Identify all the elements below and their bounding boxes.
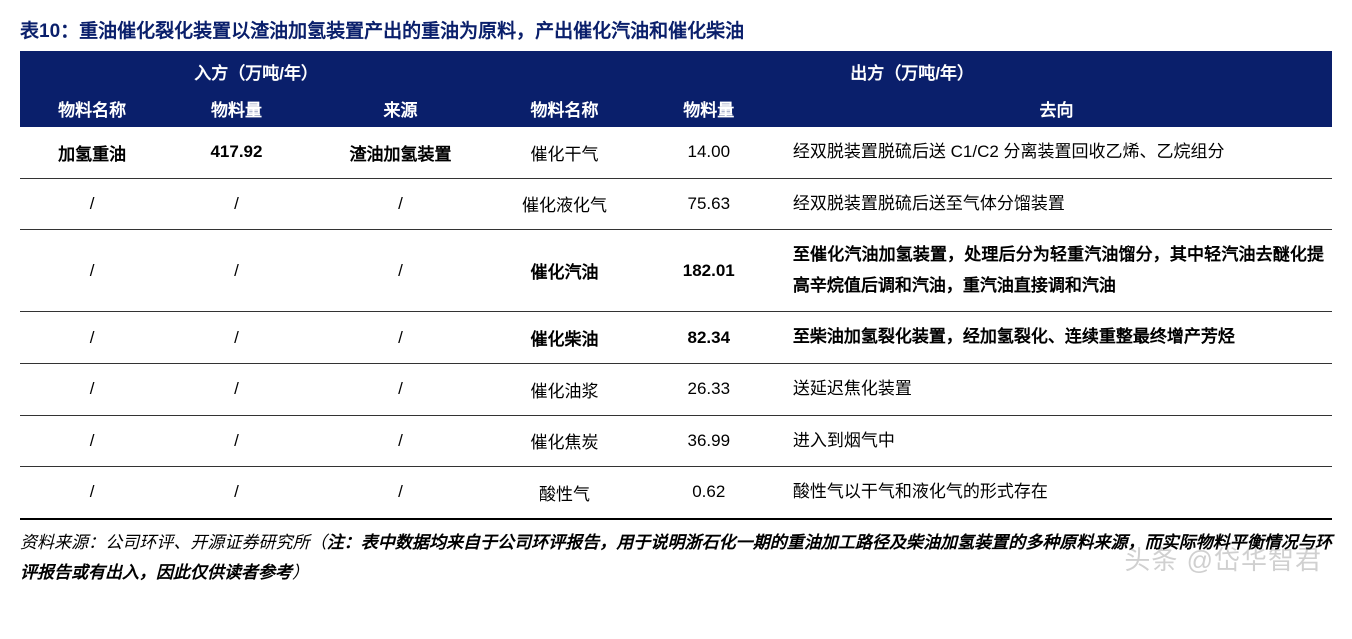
table-cell: /: [164, 415, 308, 467]
table-cell: /: [20, 467, 164, 519]
table-cell: 14.00: [637, 127, 781, 178]
table-cell: 至催化汽油加氢装置，处理后分为轻重汽油馏分，其中轻汽油去醚化提高辛烷值后调和汽油…: [781, 230, 1332, 312]
table-cell: 至柴油加氢裂化装置，经加氢裂化、连续重整最终增产芳烃: [781, 312, 1332, 364]
table-row: ///催化焦炭36.99进入到烟气中: [20, 415, 1332, 467]
col-in-name: 物料名称: [20, 90, 164, 127]
table-title: 表10：重油催化裂化装置以渣油加氢装置产出的重油为原料，产出催化汽油和催化柴油: [20, 10, 1332, 53]
table-cell: /: [20, 178, 164, 230]
table-row: ///催化汽油182.01至催化汽油加氢装置，处理后分为轻重汽油馏分，其中轻汽油…: [20, 230, 1332, 312]
table-row: ///催化液化气75.63经双脱装置脱硫后送至气体分馏装置: [20, 178, 1332, 230]
table-cell: 催化柴油: [492, 312, 636, 364]
table-cell: /: [309, 467, 493, 519]
table-cell: 酸性气: [492, 467, 636, 519]
table-body: 加氢重油417.92渣油加氢装置催化干气14.00经双脱装置脱硫后送 C1/C2…: [20, 127, 1332, 519]
footer-prefix: 资料来源：公司环评、开源证券研究所（: [20, 533, 327, 552]
footer-suffix: ）: [292, 563, 309, 582]
material-balance-table: 入方（万吨/年） 出方（万吨/年） 物料名称 物料量 来源 物料名称 物料量 去…: [20, 53, 1332, 520]
table-cell: /: [20, 363, 164, 415]
table-cell: /: [309, 230, 493, 312]
table-cell: 送延迟焦化装置: [781, 363, 1332, 415]
table-cell: 渣油加氢装置: [309, 127, 493, 178]
table-cell: /: [164, 467, 308, 519]
footer-note: 资料来源：公司环评、开源证券研究所（注：表中数据均来自于公司环评报告，用于说明浙…: [20, 520, 1332, 597]
table-row: ///酸性气0.62酸性气以干气和液化气的形式存在: [20, 467, 1332, 519]
table-cell: 26.33: [637, 363, 781, 415]
table-cell: 417.92: [164, 127, 308, 178]
table-cell: 催化油浆: [492, 363, 636, 415]
table-cell: /: [164, 230, 308, 312]
table-cell: /: [309, 415, 493, 467]
table-row: ///催化柴油82.34至柴油加氢裂化装置，经加氢裂化、连续重整最终增产芳烃: [20, 312, 1332, 364]
table-cell: /: [164, 363, 308, 415]
table-cell: 0.62: [637, 467, 781, 519]
table-cell: /: [309, 363, 493, 415]
table-cell: 经双脱装置脱硫后送至气体分馏装置: [781, 178, 1332, 230]
table-cell: 催化焦炭: [492, 415, 636, 467]
col-out-amount: 物料量: [637, 90, 781, 127]
table-cell: 82.34: [637, 312, 781, 364]
header-group-in: 入方（万吨/年）: [20, 53, 492, 90]
table-cell: 催化汽油: [492, 230, 636, 312]
header-group-row: 入方（万吨/年） 出方（万吨/年）: [20, 53, 1332, 90]
col-in-amount: 物料量: [164, 90, 308, 127]
table-cell: 经双脱装置脱硫后送 C1/C2 分离装置回收乙烯、乙烷组分: [781, 127, 1332, 178]
header-cols-row: 物料名称 物料量 来源 物料名称 物料量 去向: [20, 90, 1332, 127]
table-cell: 酸性气以干气和液化气的形式存在: [781, 467, 1332, 519]
col-out-name: 物料名称: [492, 90, 636, 127]
table-cell: 催化液化气: [492, 178, 636, 230]
table-cell: /: [20, 312, 164, 364]
col-out-dest: 去向: [781, 90, 1332, 127]
table-row: 加氢重油417.92渣油加氢装置催化干气14.00经双脱装置脱硫后送 C1/C2…: [20, 127, 1332, 178]
table-cell: 75.63: [637, 178, 781, 230]
table-cell: 182.01: [637, 230, 781, 312]
col-in-source: 来源: [309, 90, 493, 127]
table-cell: 加氢重油: [20, 127, 164, 178]
table-cell: /: [309, 312, 493, 364]
table-cell: /: [20, 230, 164, 312]
table-cell: /: [164, 178, 308, 230]
table-cell: /: [309, 178, 493, 230]
table-cell: /: [164, 312, 308, 364]
table-cell: 36.99: [637, 415, 781, 467]
table-cell: /: [20, 415, 164, 467]
header-group-out: 出方（万吨/年）: [492, 53, 1332, 90]
table-cell: 进入到烟气中: [781, 415, 1332, 467]
table-cell: 催化干气: [492, 127, 636, 178]
table-row: ///催化油浆26.33送延迟焦化装置: [20, 363, 1332, 415]
